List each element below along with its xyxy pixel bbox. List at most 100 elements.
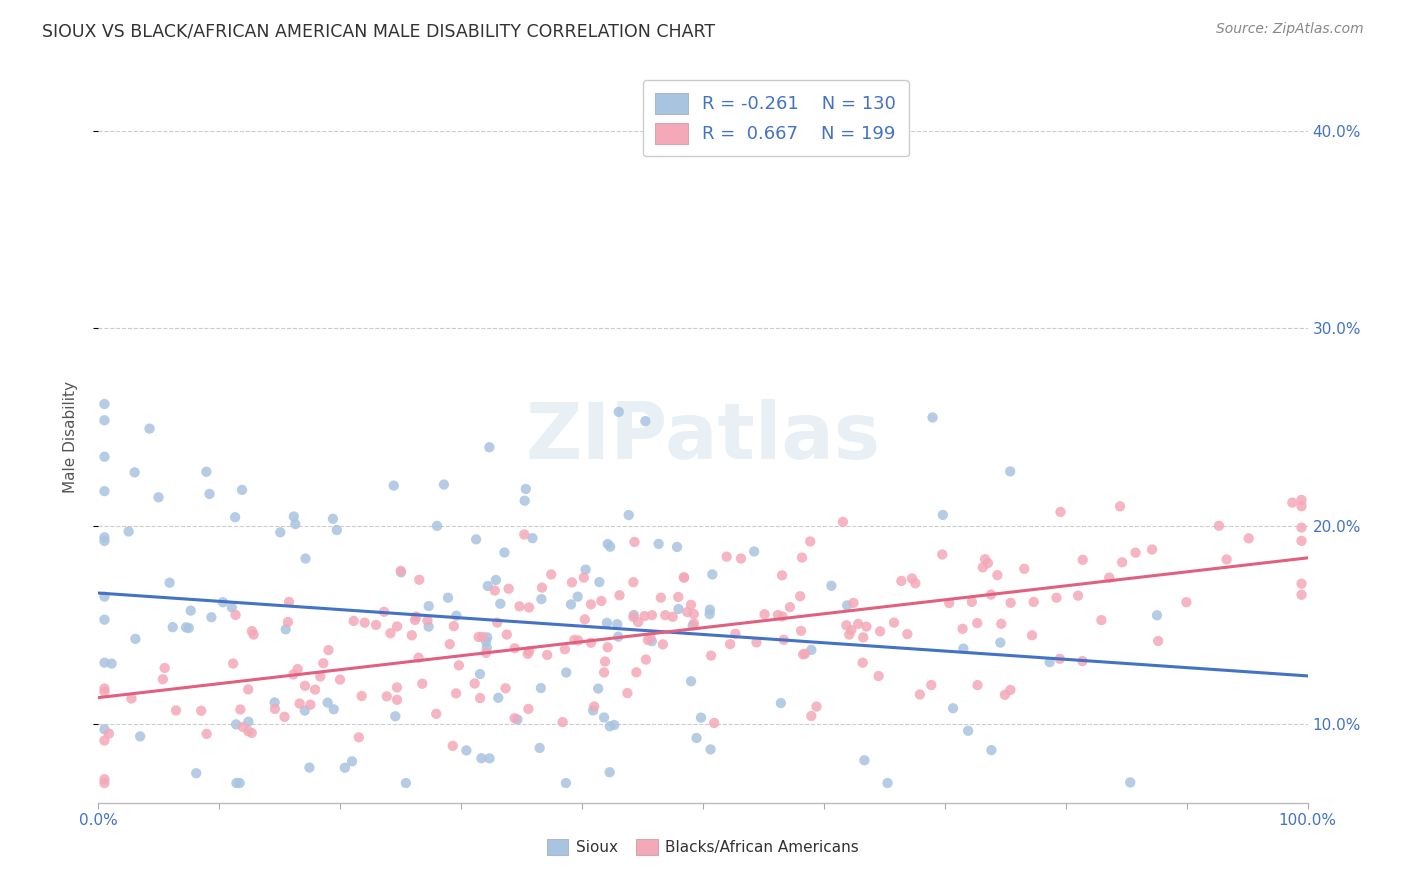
Point (591, 594, 613, 608)
Point (682, 607, 704, 621)
Point (322, 702, 344, 716)
Point (322, 512, 344, 526)
Point (551, 715, 574, 730)
Point (159, 575, 181, 590)
Point (177, 621, 200, 635)
Point (627, 615, 650, 629)
Point (447, 658, 470, 673)
Point (382, 478, 405, 492)
Point (966, 616, 988, 631)
Point (673, 571, 696, 585)
Point (641, 608, 664, 623)
Point (186, 766, 208, 780)
Point (437, 591, 460, 605)
Point (529, 741, 551, 756)
Point (530, 681, 553, 695)
Point (634, 652, 657, 666)
Point (288, 697, 311, 711)
Point (1147, 634, 1170, 648)
Point (225, 776, 247, 790)
Point (517, 644, 540, 658)
Point (931, 548, 953, 562)
Point (93, 681, 115, 696)
Point (1215, 552, 1237, 566)
Point (238, 724, 260, 739)
Point (470, 751, 492, 765)
Point (575, 563, 598, 577)
Point (800, 709, 823, 723)
Point (228, 776, 250, 790)
Point (93, 450, 115, 464)
Point (718, 637, 741, 651)
Point (395, 776, 418, 790)
Point (901, 572, 924, 586)
Point (998, 464, 1021, 478)
Point (231, 483, 253, 497)
Point (890, 574, 912, 588)
Point (287, 662, 309, 676)
Point (93, 656, 115, 670)
Point (799, 534, 821, 549)
Point (1021, 628, 1043, 642)
Point (274, 623, 297, 637)
Point (439, 637, 461, 651)
Point (343, 614, 366, 628)
Point (309, 669, 332, 683)
Point (572, 571, 595, 585)
Point (190, 704, 212, 718)
Point (425, 706, 447, 721)
Point (477, 630, 499, 644)
Point (938, 596, 960, 610)
Point (623, 535, 645, 549)
Point (93, 484, 115, 499)
Point (489, 597, 512, 611)
Point (654, 608, 676, 623)
Point (769, 696, 792, 710)
Point (1281, 495, 1303, 509)
Point (607, 630, 630, 644)
Y-axis label: Male Disability: Male Disability (63, 381, 77, 493)
Point (957, 723, 980, 738)
Point (484, 583, 506, 598)
Point (853, 753, 876, 767)
Point (404, 613, 426, 627)
Point (485, 573, 508, 587)
Point (284, 517, 307, 532)
Point (238, 682, 260, 697)
Point (908, 688, 931, 702)
Point (283, 509, 305, 524)
Point (588, 575, 610, 590)
Point (685, 731, 707, 745)
Point (540, 567, 562, 582)
Point (668, 602, 690, 616)
Point (198, 487, 221, 501)
Point (475, 646, 498, 660)
Point (405, 609, 427, 624)
Point (555, 665, 578, 680)
Point (754, 607, 776, 622)
Point (699, 603, 721, 617)
Point (304, 682, 326, 697)
Point (1049, 505, 1071, 519)
Point (974, 552, 997, 566)
Point (506, 713, 529, 727)
Point (385, 681, 408, 695)
Point (621, 610, 644, 624)
Point (988, 635, 1011, 649)
Point (411, 677, 433, 691)
Point (1067, 589, 1090, 603)
Point (792, 648, 814, 662)
Point (567, 590, 589, 604)
Point (93, 613, 115, 627)
Point (699, 742, 721, 756)
Point (1237, 532, 1260, 546)
Point (661, 609, 683, 624)
Point (517, 600, 540, 615)
Point (1022, 595, 1045, 609)
Point (623, 607, 645, 622)
Point (224, 510, 246, 524)
Point (593, 665, 616, 680)
Point (120, 691, 142, 706)
Point (994, 688, 1017, 702)
Point (347, 731, 370, 745)
